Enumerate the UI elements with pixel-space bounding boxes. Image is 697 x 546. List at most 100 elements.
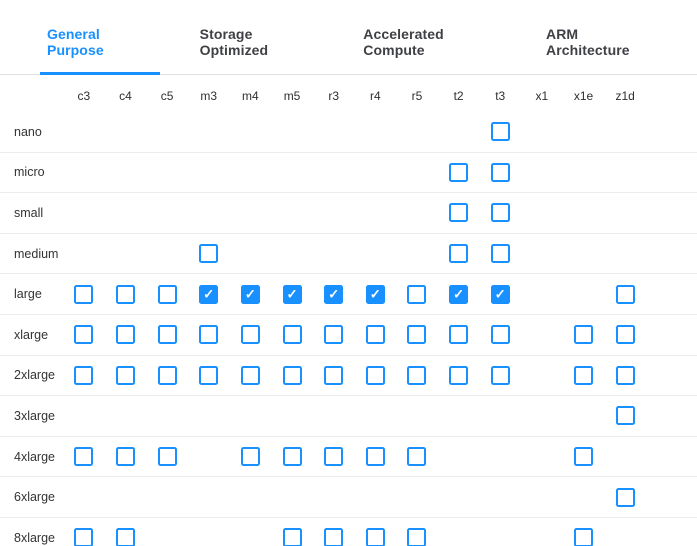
checkbox-4xlarge-m4[interactable] bbox=[240, 447, 260, 467]
checkbox-2xlarge-r5[interactable] bbox=[407, 365, 427, 385]
checkbox-2xlarge-c3[interactable] bbox=[74, 365, 94, 385]
checkmark-icon: ✓ bbox=[244, 286, 256, 302]
checkbox-6xlarge-z1d[interactable] bbox=[615, 487, 635, 507]
cell-nano-r4 bbox=[354, 112, 396, 152]
checkbox-4xlarge-x1e[interactable] bbox=[574, 447, 593, 467]
checkbox-large-r4[interactable]: ✓ bbox=[365, 284, 385, 304]
checkbox-large-r3[interactable]: ✓ bbox=[324, 284, 344, 304]
checkbox-medium-m3[interactable] bbox=[199, 244, 219, 264]
cell-large-r5 bbox=[396, 274, 438, 314]
checkbox-2xlarge-r4[interactable] bbox=[365, 365, 385, 385]
checkbox-xlarge-r4[interactable] bbox=[365, 325, 385, 345]
checkbox-2xlarge-x1e[interactable] bbox=[574, 365, 593, 385]
cell-nano-z1d bbox=[604, 112, 646, 152]
checkbox-large-m3[interactable]: ✓ bbox=[199, 284, 219, 304]
checkbox-large-c4[interactable] bbox=[115, 284, 135, 304]
checkbox-xlarge-t3[interactable] bbox=[490, 325, 510, 345]
checkbox-4xlarge-c4[interactable] bbox=[115, 447, 135, 467]
cell-3xlarge-r3 bbox=[313, 396, 355, 436]
checkbox-4xlarge-r5[interactable] bbox=[407, 447, 427, 467]
row-label-8xlarge: 8xlarge bbox=[14, 530, 55, 545]
checkbox-xlarge-c4[interactable] bbox=[115, 325, 135, 345]
cell-xlarge-m5 bbox=[271, 315, 313, 355]
grid-row-micro: micro bbox=[0, 153, 697, 194]
checkbox-4xlarge-c5[interactable] bbox=[157, 447, 177, 467]
cell-4xlarge-t3 bbox=[479, 437, 521, 477]
checkbox-3xlarge-z1d[interactable] bbox=[615, 406, 635, 426]
tab-general-purpose[interactable]: General Purpose bbox=[40, 26, 160, 75]
checkbox-2xlarge-r3[interactable] bbox=[324, 365, 344, 385]
checkbox-4xlarge-c3[interactable] bbox=[74, 447, 94, 467]
checkbox-xlarge-t2[interactable] bbox=[449, 325, 469, 345]
cell-6xlarge-m4 bbox=[230, 477, 272, 517]
cell-small-c5 bbox=[146, 193, 188, 233]
tab-arm-architecture[interactable]: ARM Architecture bbox=[545, 26, 630, 58]
cell-small-r4 bbox=[354, 193, 396, 233]
checkbox-8xlarge-m5[interactable] bbox=[282, 528, 302, 546]
cell-micro-x1e bbox=[563, 153, 605, 193]
column-header-r3: r3 bbox=[328, 89, 339, 103]
checkbox-large-t3[interactable]: ✓ bbox=[490, 284, 510, 304]
cell-3xlarge-c4 bbox=[105, 396, 147, 436]
checkbox-large-t2[interactable]: ✓ bbox=[449, 284, 469, 304]
checkbox-large-m5[interactable]: ✓ bbox=[282, 284, 302, 304]
column-header-x1e: x1e bbox=[573, 89, 594, 103]
checkbox-8xlarge-c3[interactable] bbox=[74, 528, 94, 546]
checkbox-8xlarge-r3[interactable] bbox=[324, 528, 344, 546]
checkbox-4xlarge-r4[interactable] bbox=[365, 447, 385, 467]
checkbox-xlarge-m4[interactable] bbox=[240, 325, 260, 345]
checkbox-medium-t2[interactable] bbox=[449, 244, 469, 264]
checkbox-large-r5[interactable] bbox=[407, 284, 427, 304]
cell-small-c4 bbox=[105, 193, 147, 233]
checkbox-large-z1d[interactable] bbox=[615, 284, 635, 304]
checkbox-xlarge-z1d[interactable] bbox=[615, 325, 635, 345]
cell-xlarge-r5 bbox=[396, 315, 438, 355]
checkbox-medium-t3[interactable] bbox=[490, 244, 510, 264]
checkbox-8xlarge-x1e[interactable] bbox=[574, 528, 593, 546]
checkbox-2xlarge-t2[interactable] bbox=[449, 365, 469, 385]
checkbox-2xlarge-m3[interactable] bbox=[199, 365, 219, 385]
tab-storage-optimized[interactable]: Storage Optimized bbox=[199, 26, 269, 58]
checkbox-xlarge-c3[interactable] bbox=[74, 325, 94, 345]
checkbox-small-t3[interactable] bbox=[490, 203, 510, 223]
checkbox-8xlarge-r4[interactable] bbox=[365, 528, 385, 546]
checkbox-xlarge-c5[interactable] bbox=[157, 325, 177, 345]
checkbox-xlarge-m5[interactable] bbox=[282, 325, 302, 345]
checkbox-2xlarge-m4[interactable] bbox=[240, 365, 260, 385]
cell-8xlarge-r5 bbox=[396, 518, 438, 546]
checkbox-8xlarge-r5[interactable] bbox=[407, 528, 427, 546]
checkbox-large-c3[interactable] bbox=[74, 284, 94, 304]
checkbox-xlarge-r5[interactable] bbox=[407, 325, 427, 345]
cell-8xlarge-t3 bbox=[479, 518, 521, 546]
checkbox-nano-t3[interactable] bbox=[490, 122, 510, 142]
checkbox-8xlarge-c4[interactable] bbox=[115, 528, 135, 546]
cell-8xlarge-r3 bbox=[313, 518, 355, 546]
checkbox-4xlarge-r3[interactable] bbox=[324, 447, 344, 467]
checkbox-micro-t2[interactable] bbox=[449, 162, 469, 182]
checkbox-micro-t3[interactable] bbox=[490, 162, 510, 182]
tab-accelerated-compute[interactable]: Accelerated Compute bbox=[363, 26, 444, 58]
checkbox-4xlarge-m5[interactable] bbox=[282, 447, 302, 467]
checkbox-2xlarge-c4[interactable] bbox=[115, 365, 135, 385]
cell-xlarge-c5 bbox=[146, 315, 188, 355]
checkbox-large-m4[interactable]: ✓ bbox=[240, 284, 260, 304]
checkbox-2xlarge-c5[interactable] bbox=[157, 365, 177, 385]
cell-2xlarge-t3 bbox=[479, 356, 521, 396]
cell-8xlarge-r4 bbox=[354, 518, 396, 546]
cell-medium-m3 bbox=[188, 234, 230, 274]
checkbox-2xlarge-m5[interactable] bbox=[282, 365, 302, 385]
checkbox-large-c5[interactable] bbox=[157, 284, 177, 304]
checkbox-2xlarge-t3[interactable] bbox=[490, 365, 510, 385]
checkbox-small-t2[interactable] bbox=[449, 203, 469, 223]
cell-micro-z1d bbox=[604, 153, 646, 193]
checkbox-xlarge-x1e[interactable] bbox=[574, 325, 593, 345]
checkbox-xlarge-r3[interactable] bbox=[324, 325, 344, 345]
cell-small-x1 bbox=[521, 193, 563, 233]
cell-8xlarge-x1 bbox=[521, 518, 563, 546]
checkbox-xlarge-m3[interactable] bbox=[199, 325, 219, 345]
cell-micro-c4 bbox=[105, 153, 147, 193]
row-label-6xlarge: 6xlarge bbox=[14, 490, 55, 505]
checkbox-2xlarge-z1d[interactable] bbox=[615, 365, 635, 385]
cell-medium-c5 bbox=[146, 234, 188, 274]
